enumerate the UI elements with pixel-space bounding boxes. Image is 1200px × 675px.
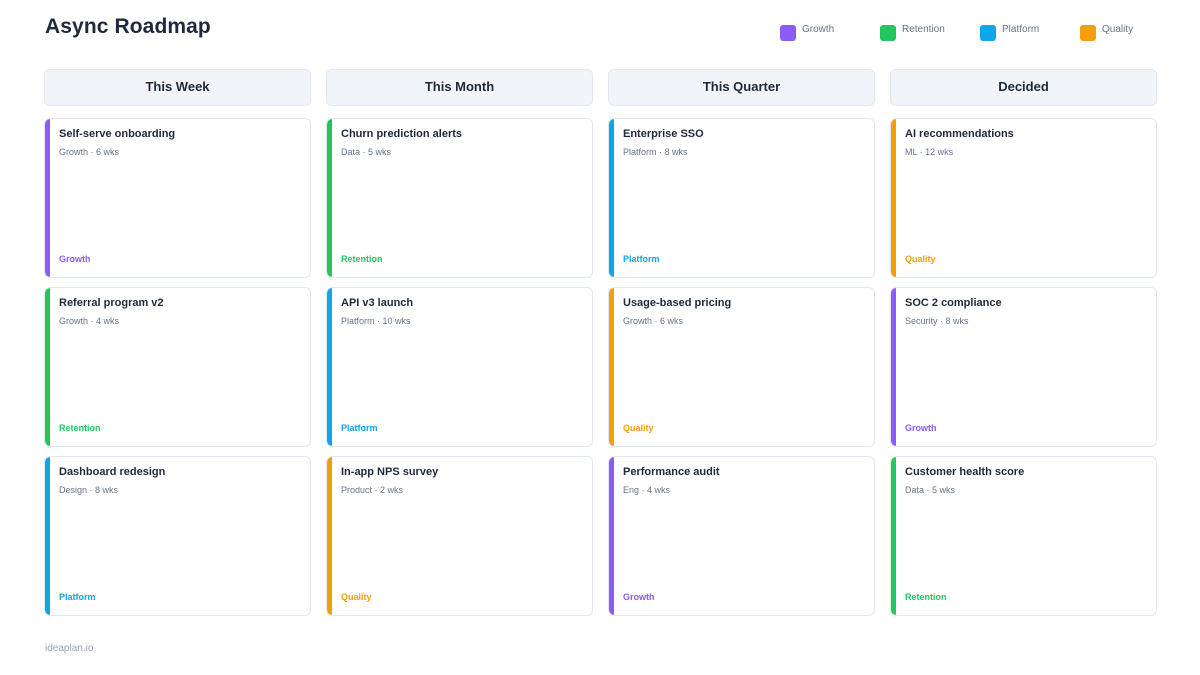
- card-tag: Quality: [341, 592, 372, 602]
- card-meta: Growth · 6 wks: [59, 147, 120, 157]
- card-title: Dashboard redesign: [59, 466, 166, 478]
- card-tag: Growth: [905, 423, 937, 433]
- legend-swatch-icon: [780, 25, 796, 41]
- card-tag: Platform: [623, 254, 660, 264]
- legend-item-platform: Platform: [980, 24, 1080, 41]
- legend-item-retention: Retention: [880, 24, 980, 41]
- card-title: In-app NPS survey: [341, 466, 439, 478]
- column-header: This Week: [44, 69, 311, 106]
- footer-brand: ideaplan.io: [45, 643, 94, 654]
- card-tag: Platform: [341, 423, 378, 433]
- card-tag: Retention: [59, 423, 101, 433]
- column-this-week: This Week Self-serve onboarding Growth ·…: [44, 69, 311, 625]
- card-meta: Growth · 4 wks: [59, 316, 120, 326]
- category-bar: [609, 119, 614, 277]
- legend-label: Growth: [802, 24, 835, 35]
- roadmap-card[interactable]: Enterprise SSO Platform · 8 wks Platform: [608, 118, 875, 278]
- card-tag: Quality: [623, 423, 654, 433]
- column-header: Decided: [890, 69, 1157, 106]
- card-meta: Product · 2 wks: [341, 485, 404, 495]
- card-meta: Platform · 10 wks: [341, 316, 411, 326]
- legend-label: Platform: [1002, 24, 1040, 35]
- category-bar: [891, 119, 896, 277]
- category-bar: [609, 288, 614, 446]
- card-title: Enterprise SSO: [623, 128, 704, 140]
- card-tag: Retention: [905, 592, 947, 602]
- category-bar: [891, 457, 896, 615]
- page-title: Async Roadmap: [45, 15, 211, 38]
- roadmap-card[interactable]: Self-serve onboarding Growth · 6 wks Gro…: [44, 118, 311, 278]
- legend-label: Quality: [1102, 24, 1134, 35]
- column-header: This Quarter: [608, 69, 875, 106]
- roadmap-card[interactable]: Customer health score Data · 5 wks Reten…: [890, 456, 1157, 616]
- legend-item-quality: Quality: [1080, 24, 1180, 41]
- card-meta: Data · 5 wks: [905, 485, 956, 495]
- card-meta: Data · 5 wks: [341, 147, 392, 157]
- roadmap-card[interactable]: Usage-based pricing Growth · 6 wks Quali…: [608, 287, 875, 447]
- card-meta: Security · 8 wks: [905, 316, 969, 326]
- card-tag: Growth: [623, 592, 655, 602]
- roadmap-card[interactable]: Churn prediction alerts Data · 5 wks Ret…: [326, 118, 593, 278]
- category-bar: [45, 457, 50, 615]
- card-title: Performance audit: [623, 466, 720, 478]
- roadmap-card[interactable]: SOC 2 compliance Security · 8 wks Growth: [890, 287, 1157, 447]
- card-title: Customer health score: [905, 466, 1025, 478]
- legend-item-growth: Growth: [780, 24, 880, 41]
- card-meta: ML · 12 wks: [905, 147, 954, 157]
- card-title: SOC 2 compliance: [905, 297, 1002, 309]
- card-title: Self-serve onboarding: [59, 128, 176, 140]
- card-title: Churn prediction alerts: [341, 128, 463, 140]
- roadmap-card[interactable]: API v3 launch Platform · 10 wks Platform: [326, 287, 593, 447]
- category-bar: [891, 288, 896, 446]
- card-title: AI recommendations: [905, 128, 1014, 140]
- legend-swatch-icon: [880, 25, 896, 41]
- column-this-quarter: This Quarter Enterprise SSO Platform · 8…: [608, 69, 875, 625]
- roadmap-card[interactable]: In-app NPS survey Product · 2 wks Qualit…: [326, 456, 593, 616]
- legend: Growth Retention Platform Quality: [780, 24, 1180, 41]
- column-header: This Month: [326, 69, 593, 106]
- card-title: Referral program v2: [59, 297, 164, 309]
- card-meta: Design · 8 wks: [59, 485, 119, 495]
- card-meta: Platform · 8 wks: [623, 147, 688, 157]
- category-bar: [45, 288, 50, 446]
- card-title: Usage-based pricing: [623, 297, 732, 309]
- category-bar: [327, 288, 332, 446]
- column-this-month: This Month Churn prediction alerts Data …: [326, 69, 593, 625]
- card-tag: Quality: [905, 254, 936, 264]
- legend-label: Retention: [902, 24, 945, 35]
- roadmap-card[interactable]: AI recommendations ML · 12 wks Quality: [890, 118, 1157, 278]
- card-tag: Platform: [59, 592, 96, 602]
- roadmap-card[interactable]: Dashboard redesign Design · 8 wks Platfo…: [44, 456, 311, 616]
- roadmap-board: This Week Self-serve onboarding Growth ·…: [44, 69, 1157, 625]
- card-meta: Eng · 4 wks: [623, 485, 671, 495]
- category-bar: [45, 119, 50, 277]
- roadmap-card[interactable]: Referral program v2 Growth · 4 wks Reten…: [44, 287, 311, 447]
- category-bar: [327, 457, 332, 615]
- card-title: API v3 launch: [341, 297, 414, 309]
- category-bar: [327, 119, 332, 277]
- legend-swatch-icon: [1080, 25, 1096, 41]
- legend-swatch-icon: [980, 25, 996, 41]
- card-meta: Growth · 6 wks: [623, 316, 684, 326]
- roadmap-card[interactable]: Performance audit Eng · 4 wks Growth: [608, 456, 875, 616]
- card-tag: Retention: [341, 254, 383, 264]
- category-bar: [609, 457, 614, 615]
- column-decided: Decided AI recommendations ML · 12 wks Q…: [890, 69, 1157, 625]
- card-tag: Growth: [59, 254, 91, 264]
